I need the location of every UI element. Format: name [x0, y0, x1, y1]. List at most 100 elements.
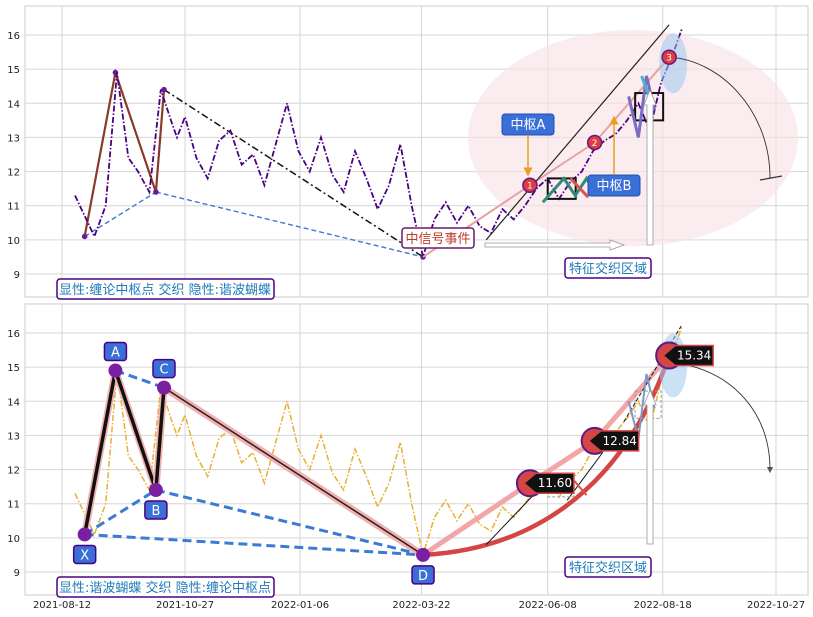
top-y-tick-labels: 9 10 11 12 13 14 15 16 — [7, 31, 20, 281]
pattern-xd-line — [84, 532, 424, 557]
projection-curve — [669, 56, 771, 179]
pattern-point-dot — [157, 380, 171, 395]
y-tick-label: 12 — [7, 168, 20, 179]
top-signal-markers: 1 2 3 — [522, 49, 677, 193]
y-tick-label: 15 — [7, 65, 20, 76]
up-arrow — [643, 88, 657, 246]
pattern-leg — [113, 369, 158, 491]
y-tick-label: 12 — [7, 466, 20, 477]
support-line — [155, 191, 424, 258]
zhongshu-a-stroke — [569, 177, 590, 199]
x-tick-label: 2022-06-08 — [519, 600, 577, 611]
signal-marker-label: 1 — [527, 182, 533, 192]
pattern-leg — [82, 370, 118, 535]
legend-bottom: 显性:谐波蝴蝶 交织 隐性:缠论中枢点 — [56, 576, 275, 598]
bottom-grid — [25, 304, 808, 595]
pattern-point-box — [152, 358, 176, 379]
projection-tick — [759, 175, 783, 181]
pink-trend — [421, 353, 672, 558]
x-tick-label: 2022-01-06 — [271, 600, 329, 611]
resistance-line — [163, 88, 424, 258]
pivot-dot — [161, 86, 167, 93]
svg-text:显性:谐波蝴蝶 交织 隐性:缠论中枢点: 显性:谐波蝴蝶 交织 隐性:缠论中枢点 — [59, 580, 271, 596]
price-marker-tag — [661, 344, 714, 367]
region-label-bottom: 特征交织区域 — [564, 556, 652, 578]
support-line — [84, 191, 157, 238]
y-tick-label: 11 — [7, 202, 20, 213]
thin-trend — [485, 493, 536, 546]
trend-line — [485, 24, 670, 241]
pattern-ac-line — [114, 369, 165, 390]
signal-marker-circle — [586, 134, 603, 151]
pattern-point-box — [72, 544, 97, 565]
event-label: 中信号事件 — [401, 227, 475, 249]
svg-text:中信号事件: 中信号事件 — [405, 232, 470, 247]
pattern-point-dot — [416, 547, 431, 562]
svg-text:中枢A: 中枢A — [511, 118, 546, 133]
y-tick-label: 13 — [7, 431, 20, 442]
price-markers: 11.60 12.84 15.34 — [515, 341, 714, 498]
forward-arrow — [484, 239, 626, 251]
up-arrow — [643, 388, 657, 545]
svg-text:特征交织区域: 特征交织区域 — [569, 261, 647, 277]
top-zigzag — [81, 68, 426, 260]
bottom-y-tick-labels: 9 10 11 12 13 14 15 16 — [7, 329, 20, 579]
pattern-point-box — [411, 565, 435, 585]
x-tick-label: 2021-08-12 — [33, 600, 91, 611]
pattern-point-box — [103, 341, 128, 362]
signal-marker-circle — [661, 49, 677, 65]
y-tick-label: 15 — [7, 363, 20, 374]
pattern-point-dot — [108, 363, 123, 378]
butterfly-pattern — [81, 367, 427, 559]
region-label-top: 特征交织区域 — [564, 257, 652, 279]
y-tick-label: 13 — [7, 133, 20, 144]
pattern-bd-line — [155, 488, 424, 557]
pattern-point-label: X — [80, 548, 89, 563]
y-tick-label: 14 — [7, 397, 20, 408]
signal-marker-label: 2 — [592, 139, 598, 149]
pattern-point-label: C — [159, 363, 168, 378]
pattern-point-label: A — [111, 346, 120, 361]
y-tick-label: 10 — [7, 236, 20, 247]
feature-region-ellipse — [468, 30, 798, 246]
pattern-point-dot — [77, 527, 92, 542]
svg-text:显性:缠论中枢点 交织 隐性:谐波蝴蝶: 显性:缠论中枢点 交织 隐性:谐波蝴蝶 — [59, 282, 271, 298]
pattern-point-box — [144, 500, 168, 520]
pattern-point-dot — [148, 483, 163, 498]
signal-marker-label: 3 — [666, 54, 672, 64]
top-decorations — [422, 24, 783, 258]
zhongshu-a-label: 中枢A — [501, 113, 555, 136]
zhongshu-b-label: 中枢B — [587, 174, 641, 197]
pivot-dot — [81, 233, 88, 240]
y-tick-label: 16 — [7, 329, 20, 340]
y-tick-label: 16 — [7, 31, 20, 42]
uptrend-line — [422, 56, 670, 258]
y-tick-label: 10 — [7, 534, 20, 545]
x-tick-label: 2021-10-27 — [156, 600, 214, 611]
price-marker-label: 15.34 — [677, 349, 711, 363]
projection-curve — [689, 365, 774, 474]
y-tick-label: 9 — [14, 568, 20, 579]
price-line — [74, 325, 683, 558]
price-line — [74, 27, 683, 261]
legend-top: 显性:缠论中枢点 交织 隐性:谐波蝴蝶 — [56, 278, 275, 300]
price-marker-tag — [522, 472, 575, 494]
y-tick-label: 11 — [7, 500, 20, 511]
price-marker-tag — [587, 430, 640, 452]
pattern-leg — [163, 386, 424, 556]
svg-text:特征交织区域: 特征交织区域 — [569, 560, 647, 576]
y-tick-label: 14 — [7, 99, 20, 110]
zhongshu-a-box — [546, 177, 577, 200]
x-tick-label: 2022-10-27 — [747, 600, 805, 611]
pivot-dot — [153, 189, 159, 195]
x-tick-label: 2022-03-22 — [392, 600, 450, 611]
svg-text:中枢B: 中枢B — [597, 179, 632, 194]
bottom-price-series — [74, 325, 683, 558]
signal-marker-circle — [522, 177, 538, 193]
bottom-panel: 9 10 11 12 13 14 15 16 2021-08-12 2021-10-27 2022… — [7, 303, 809, 611]
y-tick-label: 9 — [14, 270, 20, 281]
top-price-series — [74, 27, 683, 261]
zigzag-line — [83, 68, 166, 237]
